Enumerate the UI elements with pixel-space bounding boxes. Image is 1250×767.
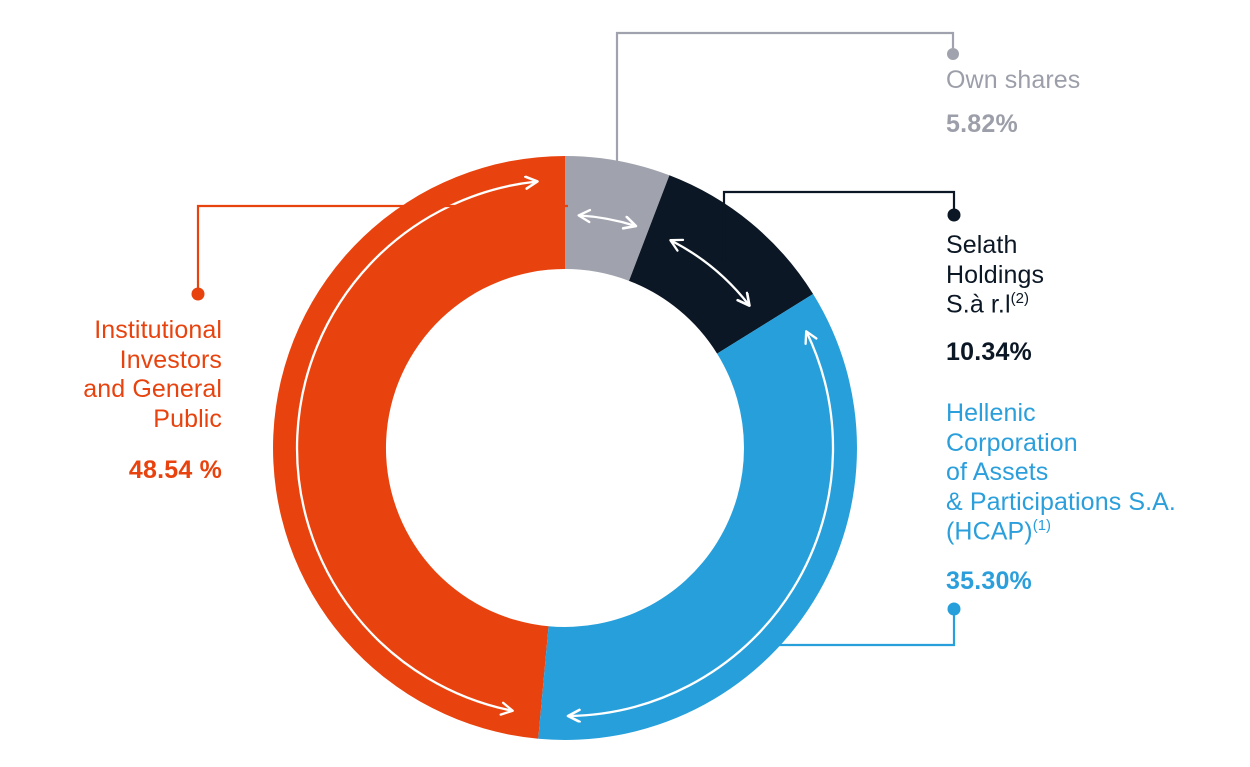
callout-own-shares: Own shares 5.82%: [946, 66, 1080, 139]
donut-slice-selath: [629, 175, 814, 354]
leader-dot-selath: [947, 208, 961, 222]
callout-hcap-footnote: (1): [1032, 517, 1052, 534]
arrow-hcap: [568, 330, 835, 716]
callout-hcap-value: 35.30%: [946, 566, 1032, 595]
leader-dot-own-shares: [947, 48, 959, 60]
callout-own-shares-value: 5.82%: [946, 109, 1018, 138]
arrow-institutional-head-start: [499, 701, 514, 716]
arrow-hcap-head-start: [804, 330, 818, 345]
callout-hcap-title: Hellenic Corporation of Assets & Partici…: [946, 399, 1176, 547]
leader-line-hcap: [757, 615, 956, 647]
donut-slice-own-shares: [565, 156, 670, 281]
leader-line-own-shares: [615, 31, 955, 200]
callout-selath-title: Selath Holdings S.à r.l(2): [946, 231, 1044, 320]
callout-institutional-title: Institutional Investors and General Publ…: [83, 316, 222, 433]
arrow-own-shares-head-start: [577, 208, 592, 224]
leader-line-selath: [722, 190, 956, 262]
callout-selath-footnote: (2): [1010, 290, 1029, 307]
leader-dot-hcap: [947, 602, 961, 616]
callout-institutional-value: 48.54 %: [128, 456, 222, 484]
arrow-selath: [669, 239, 749, 305]
leader-dot-institutional: [191, 287, 205, 301]
leader-line-institutional: [196, 204, 568, 288]
callout-hcap-name: Hellenic Corporation of Assets & Partici…: [946, 399, 1176, 546]
callout-selath: Selath Holdings S.à r.l(2) 10.34%: [946, 231, 1044, 367]
callout-selath-name: Selath Holdings S.à r.l: [946, 231, 1045, 319]
donut-slice-hcap: [538, 294, 857, 740]
arrow-institutional: [295, 181, 537, 712]
callout-own-shares-title: Own shares: [946, 66, 1081, 94]
arrow-selath-head-start: [669, 238, 685, 252]
callout-selath-value: 10.34%: [946, 337, 1032, 366]
callout-hcap: Hellenic Corporation of Assets & Partici…: [946, 399, 1176, 596]
donut-slice-institutional: [273, 156, 565, 739]
callout-institutional: Institutional Investors and General Publ…: [10, 316, 222, 486]
